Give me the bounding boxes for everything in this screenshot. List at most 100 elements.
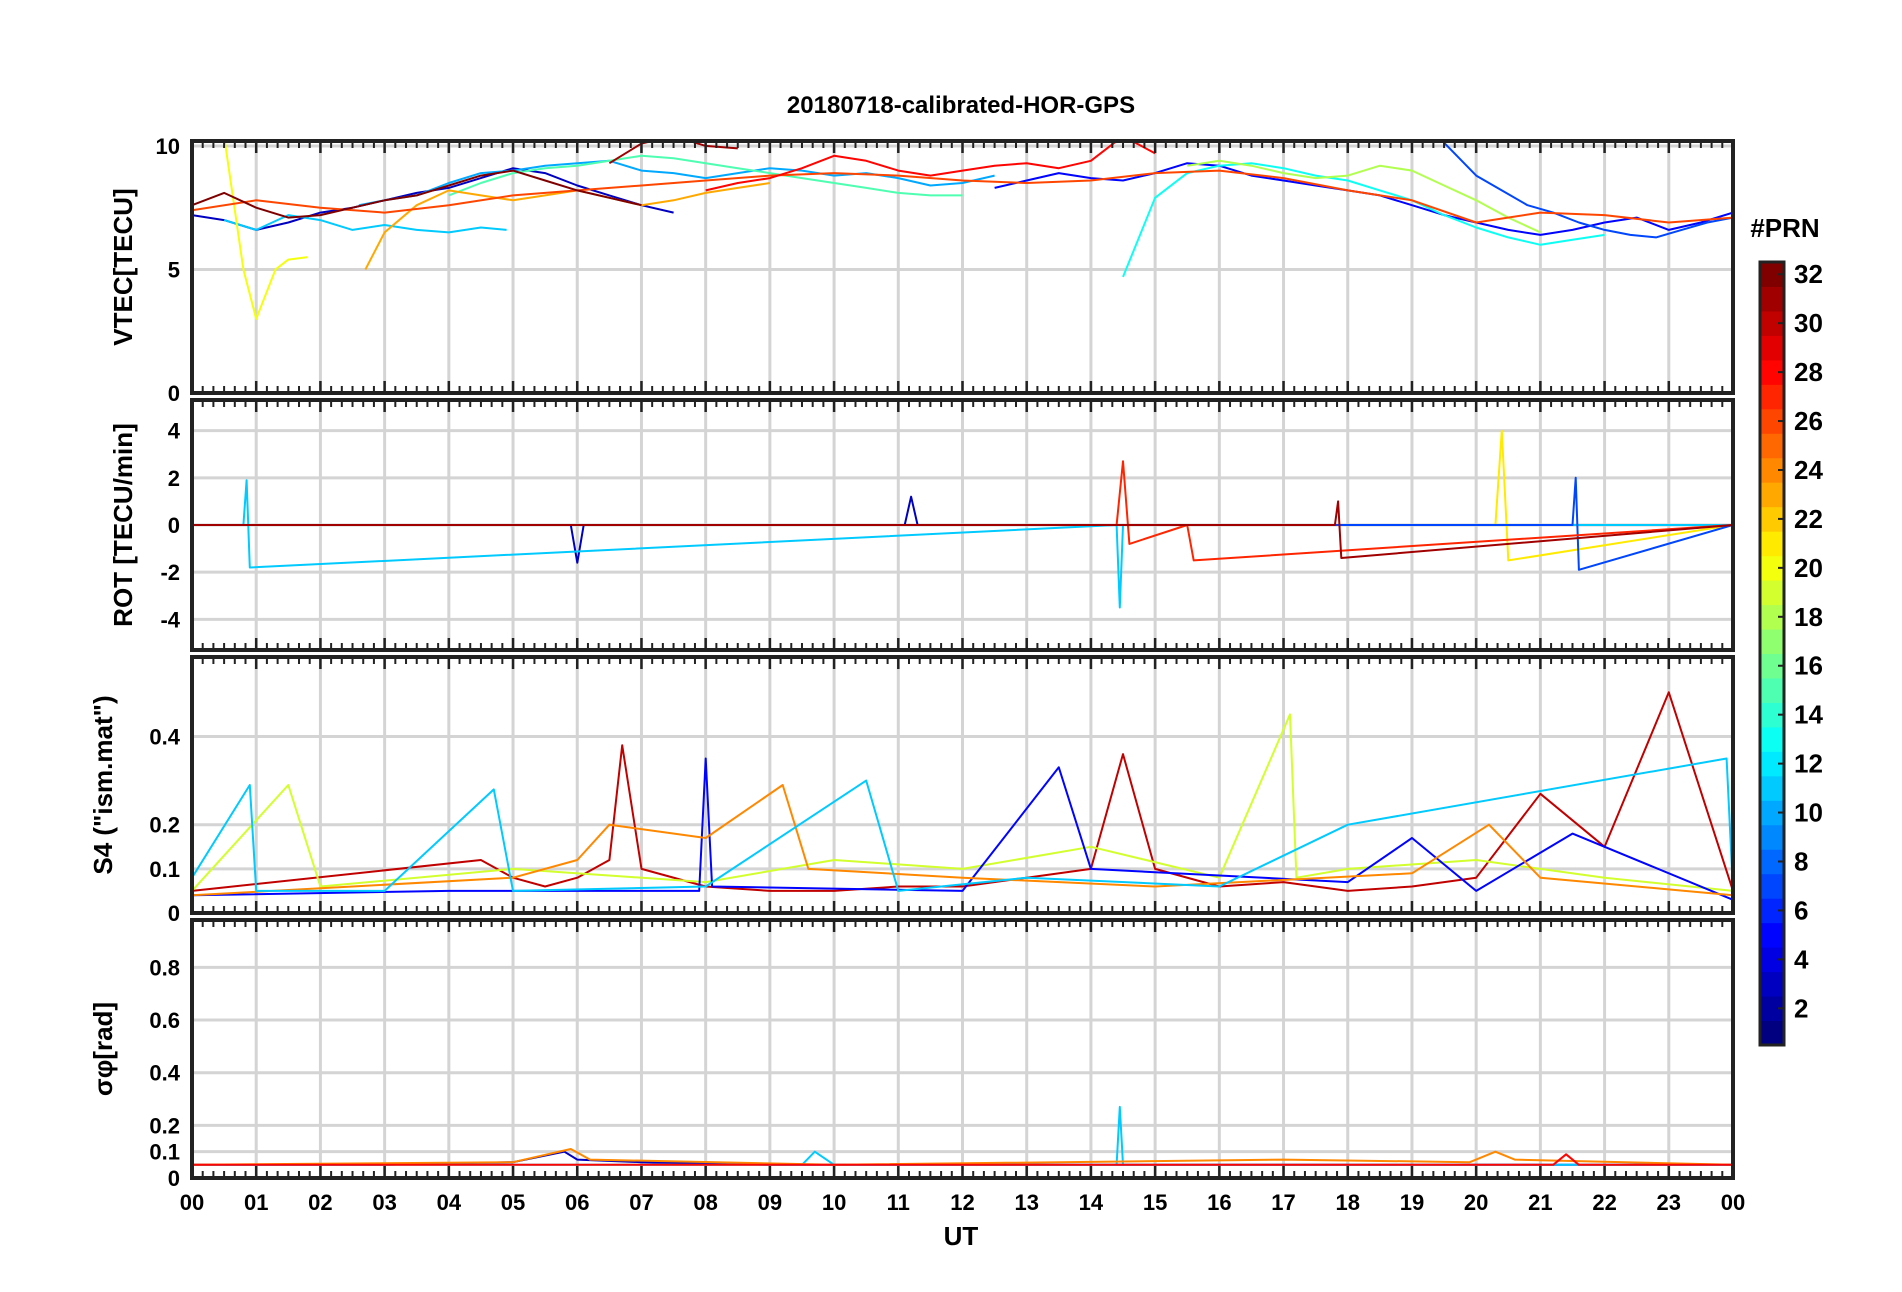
panel-2: -4 -2 0 2 4 ROT [TECU/min] (108, 398, 1735, 652)
colorbar-segment (1760, 726, 1784, 752)
series-prn-24 (192, 784, 1733, 897)
series-prn-23 (364, 182, 771, 270)
x-axis-label: UT (944, 1221, 979, 1251)
colorbar-segment (1760, 824, 1784, 850)
series-prn-28 (192, 1153, 1733, 1166)
colorbar-tick-label: 10 (1794, 798, 1823, 828)
series-group (192, 429, 1733, 609)
series-group (192, 141, 1733, 320)
panel-frame (190, 655, 1735, 915)
series-prn-13 (1122, 162, 1605, 278)
y-tick-label: 0.4 (149, 724, 180, 749)
x-tick-label: 13 (1014, 1190, 1038, 1215)
colorbar-segment (1760, 384, 1784, 410)
series-prn-11 (192, 479, 1733, 609)
panel-frame (190, 918, 1735, 1180)
x-axis: 00 01 02 03 04 05 06 07 08 09 10 11 12 13 14 15 16 17 18 19… (180, 1190, 1745, 1215)
x-tick-label: 01 (244, 1190, 268, 1215)
series-group (192, 1105, 1733, 1166)
series-prn-15 (448, 154, 963, 197)
x-tick-label: 22 (1592, 1190, 1616, 1215)
panel-1: 0 5 10 VTEC[TECU] (108, 134, 1735, 406)
y-tick-label: 0.4 (149, 1061, 180, 1086)
y-tick-label: 0.6 (149, 1008, 180, 1033)
y-tick-label: 0.1 (149, 1140, 180, 1165)
y-tick-label: 0.2 (149, 813, 180, 838)
colorbar-segment (1760, 677, 1784, 703)
y-tick-label: 5 (168, 257, 180, 282)
x-tick-label: 14 (1079, 1190, 1104, 1215)
y-tick-label: 0 (168, 901, 180, 926)
colorbar-tick-label: 18 (1794, 602, 1823, 632)
colorbar-tick-label: 12 (1794, 749, 1823, 779)
colorbar-tick-label: 2 (1794, 993, 1808, 1023)
series-prn-26 (192, 169, 1733, 224)
colorbar-segment (1760, 922, 1784, 948)
y-tick-label: 0 (168, 1166, 180, 1191)
series-prn-30 (192, 691, 1733, 892)
x-tick-label: 18 (1336, 1190, 1360, 1215)
y-tick-label: 0.1 (149, 857, 180, 882)
x-tick-label: 03 (372, 1190, 396, 1215)
colorbar-tick-label: 24 (1794, 455, 1823, 485)
series-prn-5 (192, 757, 1733, 901)
y-axis-label: S4 ("ism.mat") (88, 695, 118, 874)
colorbar-segment (1760, 531, 1784, 557)
x-tick-label: 10 (822, 1190, 846, 1215)
x-tick-label: 21 (1528, 1190, 1552, 1215)
y-tick-label: -4 (160, 607, 180, 632)
x-tick-label: 00 (1721, 1190, 1745, 1215)
colorbar-tick-label: 4 (1794, 944, 1809, 974)
y-tick-label: -2 (160, 560, 180, 585)
x-tick-label: 09 (758, 1190, 782, 1215)
colorbar-frame (1758, 260, 1786, 1047)
colorbar-segment (1760, 335, 1784, 361)
colorbar-tick-label: 14 (1794, 700, 1823, 730)
x-tick-label: 20 (1464, 1190, 1488, 1215)
colorbar-tick-label: 28 (1794, 357, 1823, 387)
colorbar-segment (1760, 1020, 1784, 1046)
y-tick-label: 10 (156, 134, 180, 159)
colorbar-segment (1760, 286, 1784, 312)
y-tick-label: 0.8 (149, 955, 180, 980)
series-group (192, 691, 1733, 901)
colorbar-segment (1760, 482, 1784, 508)
colorbar-tick-label: 16 (1794, 651, 1823, 681)
colorbar-tick-label: 8 (1794, 846, 1808, 876)
panel-frame (190, 398, 1735, 652)
x-tick-label: 16 (1207, 1190, 1231, 1215)
y-axis-label: ROT [TECU/min] (108, 423, 138, 627)
colorbar-segment (1760, 775, 1784, 801)
x-tick-label: 00 (180, 1190, 204, 1215)
y-tick-label: 0 (168, 381, 180, 406)
x-tick-label: 23 (1657, 1190, 1681, 1215)
x-tick-label: 11 (887, 1190, 910, 1215)
panel-frame (190, 139, 1735, 395)
x-tick-label: 08 (693, 1190, 717, 1215)
colorbar-tick-label: 26 (1794, 406, 1823, 436)
y-axis-label: σφ[rad] (88, 1002, 118, 1096)
colorbar-segment (1760, 580, 1784, 606)
y-tick-label: 0 (168, 513, 180, 538)
series-prn-20 (223, 141, 308, 320)
series-prn-32 (192, 169, 642, 219)
colorbar-segment (1760, 629, 1784, 654)
x-tick-label: 17 (1271, 1190, 1295, 1215)
colorbar-tick-label: 6 (1794, 895, 1808, 925)
x-tick-label: 15 (1143, 1190, 1167, 1215)
series-prn-24 (192, 1148, 1733, 1166)
x-tick-label: 02 (308, 1190, 332, 1215)
series-prn-11 (223, 214, 507, 234)
colorbar-segment (1760, 433, 1784, 459)
colorbar-tick-label: 32 (1794, 259, 1823, 289)
colorbar-tick-label: 30 (1794, 308, 1823, 338)
colorbar-segment (1760, 971, 1784, 997)
series-prn-11 (192, 757, 1733, 892)
colorbar-tick-label: 20 (1794, 553, 1823, 583)
chart-title: 20180718-calibrated-HOR-GPS (787, 92, 1135, 119)
x-tick-label: 12 (950, 1190, 974, 1215)
series-prn-28 (705, 141, 1156, 192)
